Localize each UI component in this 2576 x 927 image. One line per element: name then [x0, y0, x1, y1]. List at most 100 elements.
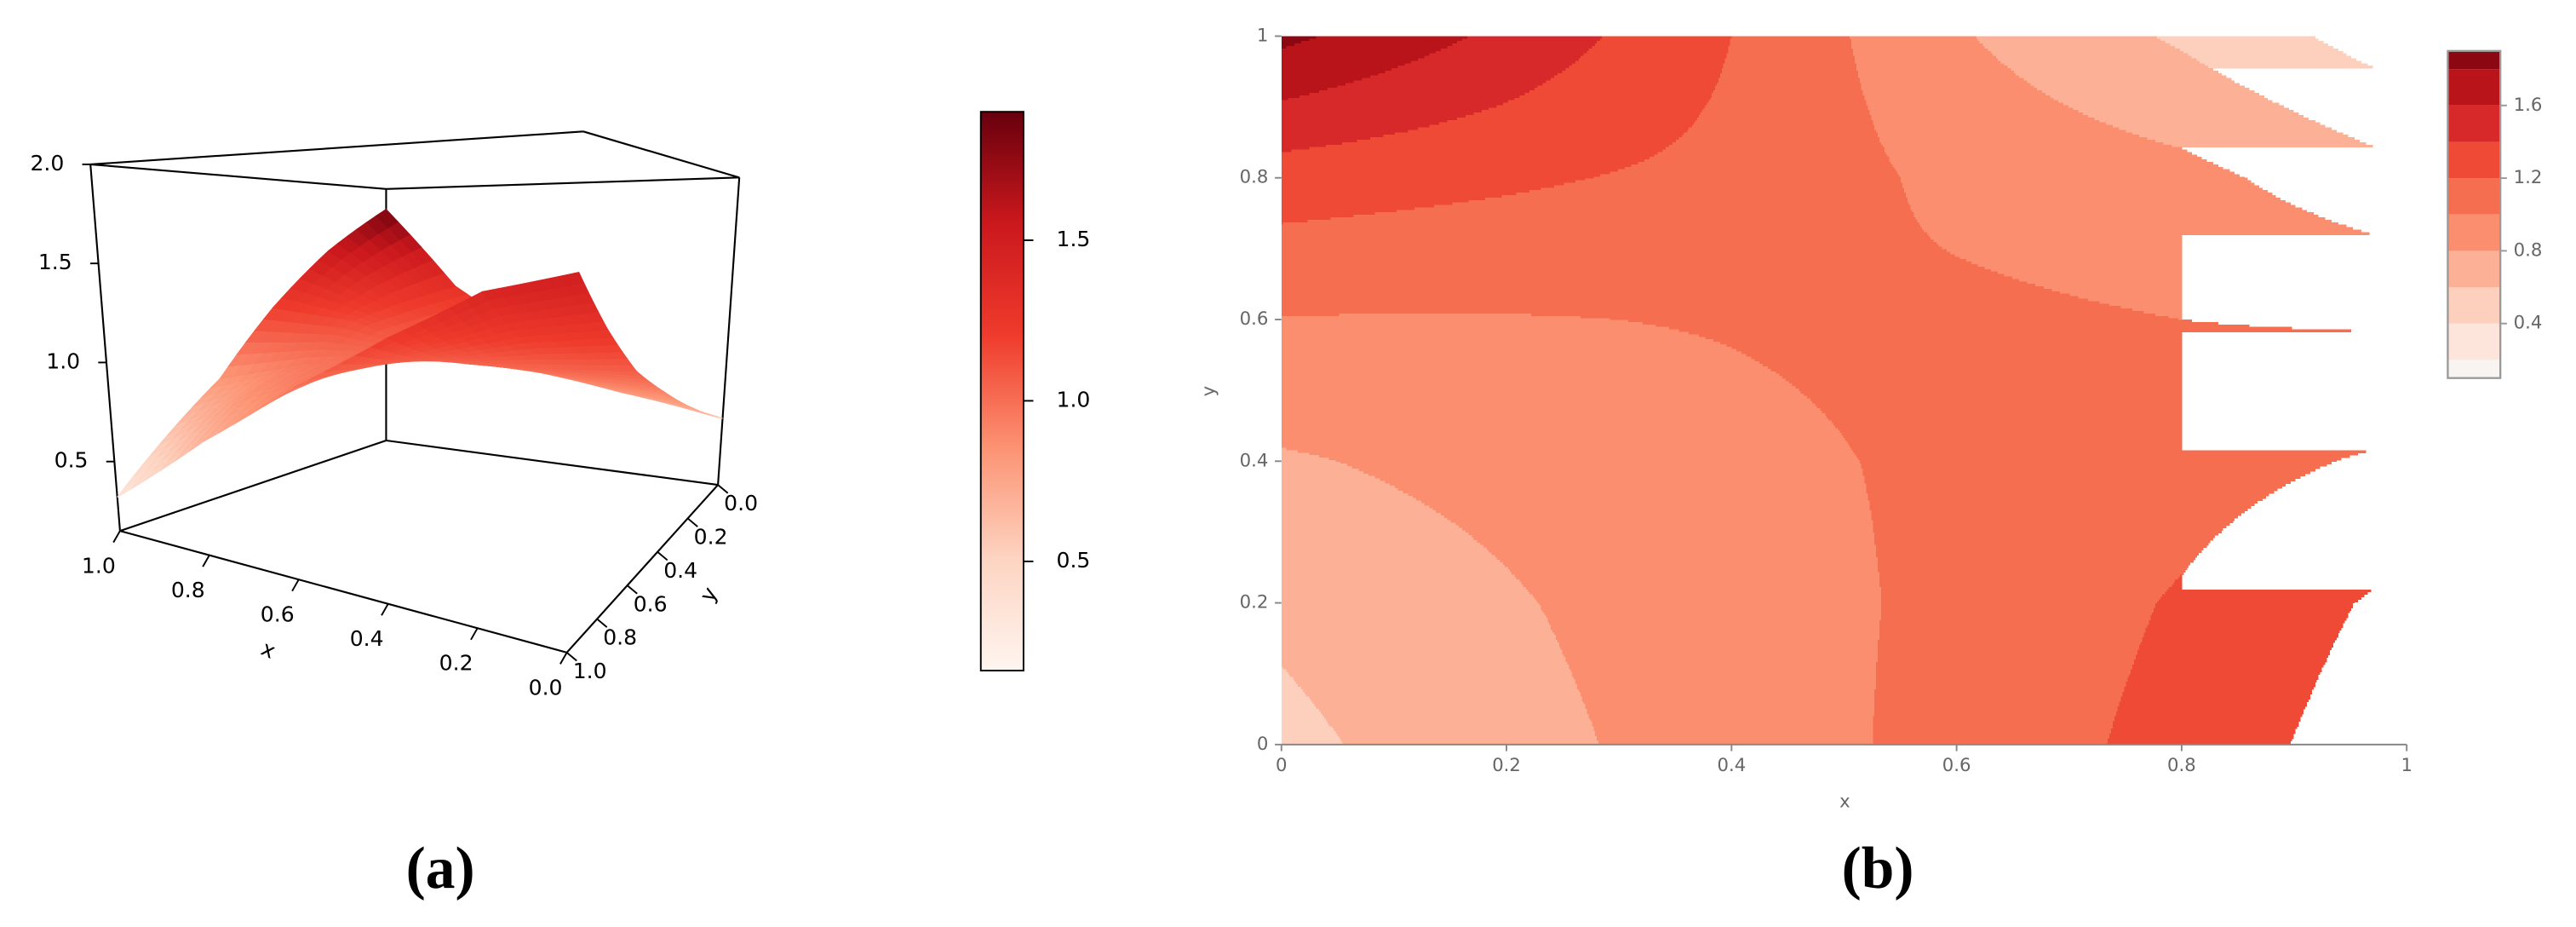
contour-band	[2181, 124, 2326, 129]
contour-band	[1305, 694, 1507, 698]
contour-band	[1731, 711, 1875, 715]
contour-band	[1281, 139, 1358, 143]
contour-band	[1551, 78, 1719, 82]
contour-band	[2181, 176, 2245, 179]
contour-band	[1731, 617, 1882, 621]
contour-band	[1281, 527, 1463, 531]
contour-band	[1506, 522, 1732, 527]
contour-band	[2181, 674, 2319, 677]
contour-band	[1562, 649, 1732, 654]
contour-band	[1506, 359, 1732, 362]
contour-band	[1309, 696, 1507, 700]
contour-band	[1731, 107, 1869, 111]
contour-band	[1730, 38, 1732, 42]
contour-band	[1506, 329, 1680, 333]
contour-band	[1726, 343, 1732, 348]
contour-band	[1506, 284, 1732, 287]
contour-band	[1731, 313, 1958, 317]
contour-band	[1731, 194, 1907, 199]
contour-band	[1546, 80, 1719, 83]
contour-band	[1880, 607, 1958, 611]
contour-band	[1281, 408, 1507, 412]
contour-band	[2158, 599, 2183, 602]
contour-band	[1281, 381, 1507, 384]
contour-band	[1917, 219, 1958, 223]
contour-band	[1956, 251, 2183, 256]
contour-band	[1731, 584, 1880, 588]
contour-band	[1281, 164, 1507, 168]
contour-band	[1506, 450, 1732, 453]
contour-band	[1506, 613, 1546, 616]
colorbar-tick-label: 0.5	[1057, 548, 1091, 573]
contour-band	[1506, 88, 1535, 91]
contour-band	[2191, 55, 2352, 60]
contour-band	[1506, 115, 1700, 118]
contour-band	[1731, 649, 1879, 654]
contour-band	[2181, 162, 2214, 165]
contour-band	[2181, 135, 2349, 138]
contour-band	[2004, 273, 2183, 278]
contour-band	[1572, 671, 1732, 676]
contour-band	[2110, 731, 2183, 734]
contour-band	[2181, 48, 2338, 52]
contour-band	[1524, 92, 1713, 96]
contour-band	[1879, 579, 1958, 583]
contour-band	[2181, 75, 2227, 79]
contour-band	[1712, 92, 1732, 96]
contour-band	[1506, 141, 1673, 146]
contour-band	[1414, 207, 1507, 210]
contour-band	[1746, 354, 1958, 357]
contour-band	[2181, 95, 2264, 99]
contour-band	[1369, 75, 1507, 79]
contour-band	[1528, 589, 1732, 593]
contour-band	[1956, 679, 2128, 682]
contour-band	[2181, 97, 2268, 101]
contour-band	[1302, 688, 1507, 693]
contour-band	[2181, 320, 2193, 323]
contour-band	[1857, 70, 1958, 74]
contour-band	[1506, 694, 1581, 698]
contour-band	[1281, 657, 1507, 660]
contour-band	[1281, 107, 1489, 111]
contour-band	[1506, 139, 1677, 143]
contour-band	[1731, 281, 1958, 285]
contour-band	[1592, 46, 1730, 49]
contour-band	[1506, 41, 1598, 44]
contour-band	[1669, 326, 1732, 331]
contour-band	[1506, 291, 1732, 295]
contour-band	[2011, 68, 2183, 72]
contour-band	[1905, 193, 1958, 196]
contour-band	[2181, 492, 2269, 497]
contour-band	[1971, 262, 2183, 265]
contour-band	[1321, 711, 1507, 715]
contour-band	[1731, 276, 1958, 279]
contour-band	[1281, 36, 1317, 39]
contour-band	[1436, 50, 1507, 55]
contour-band	[1867, 105, 1958, 108]
contour-band	[2181, 197, 2281, 201]
contour-band	[1956, 417, 2183, 422]
contour-band	[1731, 291, 1958, 295]
contour-band	[1281, 97, 1289, 101]
contour-band	[1342, 141, 1507, 146]
contour-band	[1956, 376, 2183, 380]
contour-band	[1309, 147, 1507, 151]
contour-band	[2078, 296, 2183, 300]
contour-band	[1938, 244, 1958, 248]
contour-band	[1506, 343, 1728, 348]
contour-band	[1281, 542, 1481, 546]
contour-band	[2106, 122, 2183, 126]
contour-band	[2058, 100, 2183, 104]
contour-band	[1506, 324, 1657, 328]
contour-band	[2155, 313, 2183, 317]
contour-band	[1731, 141, 1882, 146]
contour-band	[1288, 671, 1507, 676]
contour-band	[1731, 237, 1931, 240]
contour-band	[1506, 699, 1583, 702]
contour-band	[1506, 337, 1707, 340]
contour-band	[1956, 726, 2114, 729]
contour-band	[2135, 654, 2183, 658]
contour-band	[1866, 488, 1958, 492]
contour-band	[1731, 373, 1780, 377]
contour-band	[1506, 110, 1703, 113]
